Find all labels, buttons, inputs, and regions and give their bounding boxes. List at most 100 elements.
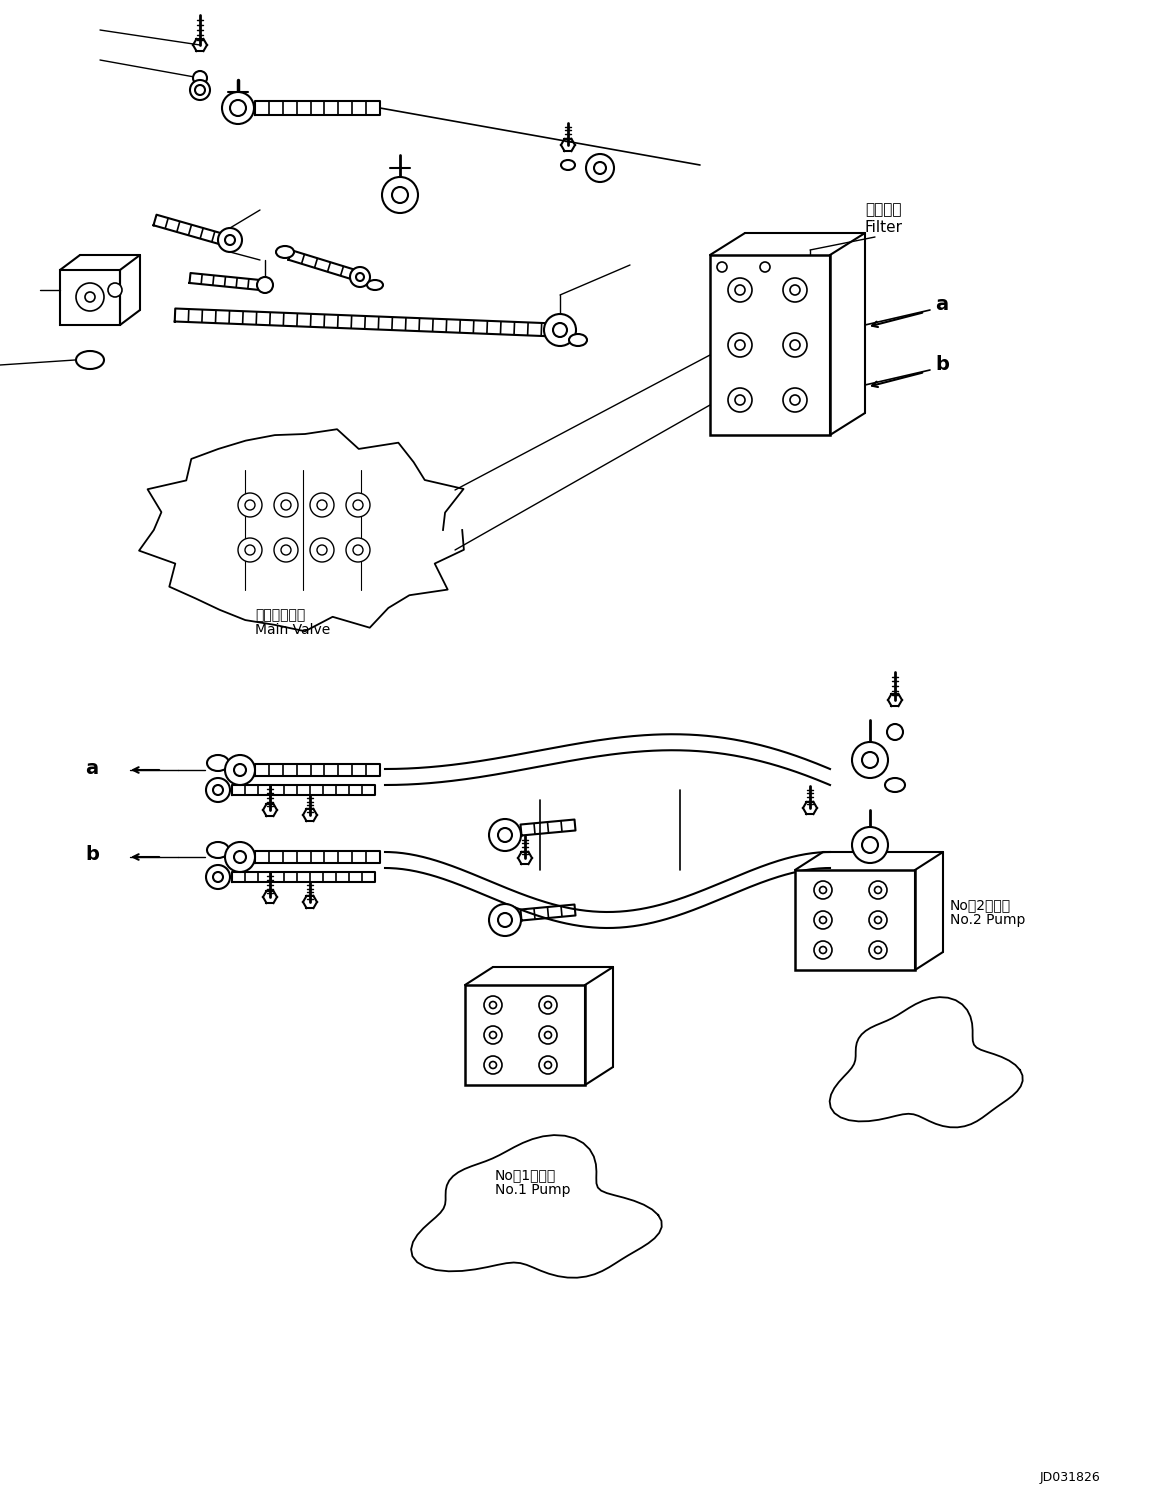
Circle shape (346, 539, 369, 562)
Circle shape (489, 819, 521, 850)
Circle shape (213, 785, 223, 795)
Text: No．2ポンプ: No．2ポンプ (950, 898, 1011, 912)
Circle shape (108, 283, 122, 297)
Circle shape (790, 395, 800, 404)
Circle shape (539, 997, 557, 1015)
Circle shape (281, 500, 291, 510)
Bar (795, 870, 915, 970)
Circle shape (539, 1056, 557, 1074)
Text: b: b (85, 846, 99, 864)
Circle shape (218, 228, 242, 252)
Circle shape (489, 1061, 496, 1068)
Text: JD031826: JD031826 (1041, 1471, 1100, 1485)
Ellipse shape (276, 246, 294, 258)
Circle shape (862, 752, 878, 768)
Bar (60, 270, 120, 325)
Circle shape (281, 545, 291, 555)
Circle shape (862, 837, 878, 853)
Circle shape (760, 263, 770, 272)
Circle shape (814, 941, 832, 959)
Circle shape (224, 236, 235, 245)
Circle shape (206, 777, 230, 803)
Circle shape (735, 285, 745, 295)
Circle shape (230, 100, 246, 116)
Circle shape (544, 313, 576, 346)
Circle shape (783, 333, 807, 357)
Circle shape (498, 913, 512, 927)
Circle shape (85, 292, 96, 301)
Circle shape (206, 865, 230, 889)
Circle shape (820, 886, 826, 894)
Circle shape (238, 492, 262, 518)
Ellipse shape (207, 755, 229, 771)
Circle shape (392, 186, 407, 203)
Circle shape (274, 539, 298, 562)
Circle shape (245, 545, 256, 555)
Text: No.2 Pump: No.2 Pump (950, 913, 1026, 927)
Circle shape (213, 871, 223, 882)
Circle shape (544, 1031, 551, 1038)
Circle shape (310, 539, 334, 562)
Circle shape (245, 500, 256, 510)
Text: Main Valve: Main Valve (256, 624, 330, 637)
Circle shape (727, 388, 752, 412)
Circle shape (820, 916, 826, 924)
Ellipse shape (561, 160, 576, 170)
Circle shape (717, 263, 727, 272)
Circle shape (875, 916, 882, 924)
Circle shape (498, 828, 512, 841)
Circle shape (224, 755, 256, 785)
Circle shape (193, 72, 207, 85)
Text: a: a (935, 295, 948, 315)
Circle shape (586, 154, 613, 182)
Circle shape (869, 880, 887, 900)
Text: b: b (935, 355, 948, 374)
Circle shape (783, 278, 807, 301)
Circle shape (820, 946, 826, 953)
Circle shape (544, 1001, 551, 1009)
Bar (465, 985, 585, 1085)
Ellipse shape (207, 841, 229, 858)
Circle shape (234, 764, 246, 776)
Circle shape (382, 178, 418, 213)
Circle shape (485, 1056, 502, 1074)
Text: a: a (85, 758, 98, 777)
Circle shape (814, 912, 832, 930)
Circle shape (238, 539, 262, 562)
Circle shape (727, 333, 752, 357)
Circle shape (727, 278, 752, 301)
Circle shape (869, 912, 887, 930)
Circle shape (317, 545, 327, 555)
Circle shape (190, 81, 209, 100)
Ellipse shape (76, 351, 104, 369)
Circle shape (875, 886, 882, 894)
Circle shape (814, 880, 832, 900)
Ellipse shape (367, 280, 383, 289)
Circle shape (489, 904, 521, 935)
Circle shape (353, 500, 363, 510)
Circle shape (875, 946, 882, 953)
Circle shape (735, 395, 745, 404)
Text: フィルタ: フィルタ (866, 203, 901, 218)
Text: メインバルブ: メインバルブ (256, 609, 305, 622)
Circle shape (735, 340, 745, 351)
Circle shape (790, 340, 800, 351)
Ellipse shape (569, 334, 587, 346)
Text: Filter: Filter (866, 219, 904, 234)
Circle shape (783, 388, 807, 412)
Ellipse shape (885, 777, 905, 792)
Circle shape (489, 1001, 496, 1009)
Circle shape (274, 492, 298, 518)
Circle shape (869, 941, 887, 959)
Text: No.1 Pump: No.1 Pump (495, 1183, 571, 1197)
Circle shape (356, 273, 364, 280)
Circle shape (195, 85, 205, 95)
Circle shape (350, 267, 369, 286)
Circle shape (234, 850, 246, 862)
Circle shape (317, 500, 327, 510)
Bar (710, 255, 830, 436)
Circle shape (539, 1026, 557, 1044)
Circle shape (489, 1031, 496, 1038)
Circle shape (887, 724, 904, 740)
Circle shape (790, 285, 800, 295)
